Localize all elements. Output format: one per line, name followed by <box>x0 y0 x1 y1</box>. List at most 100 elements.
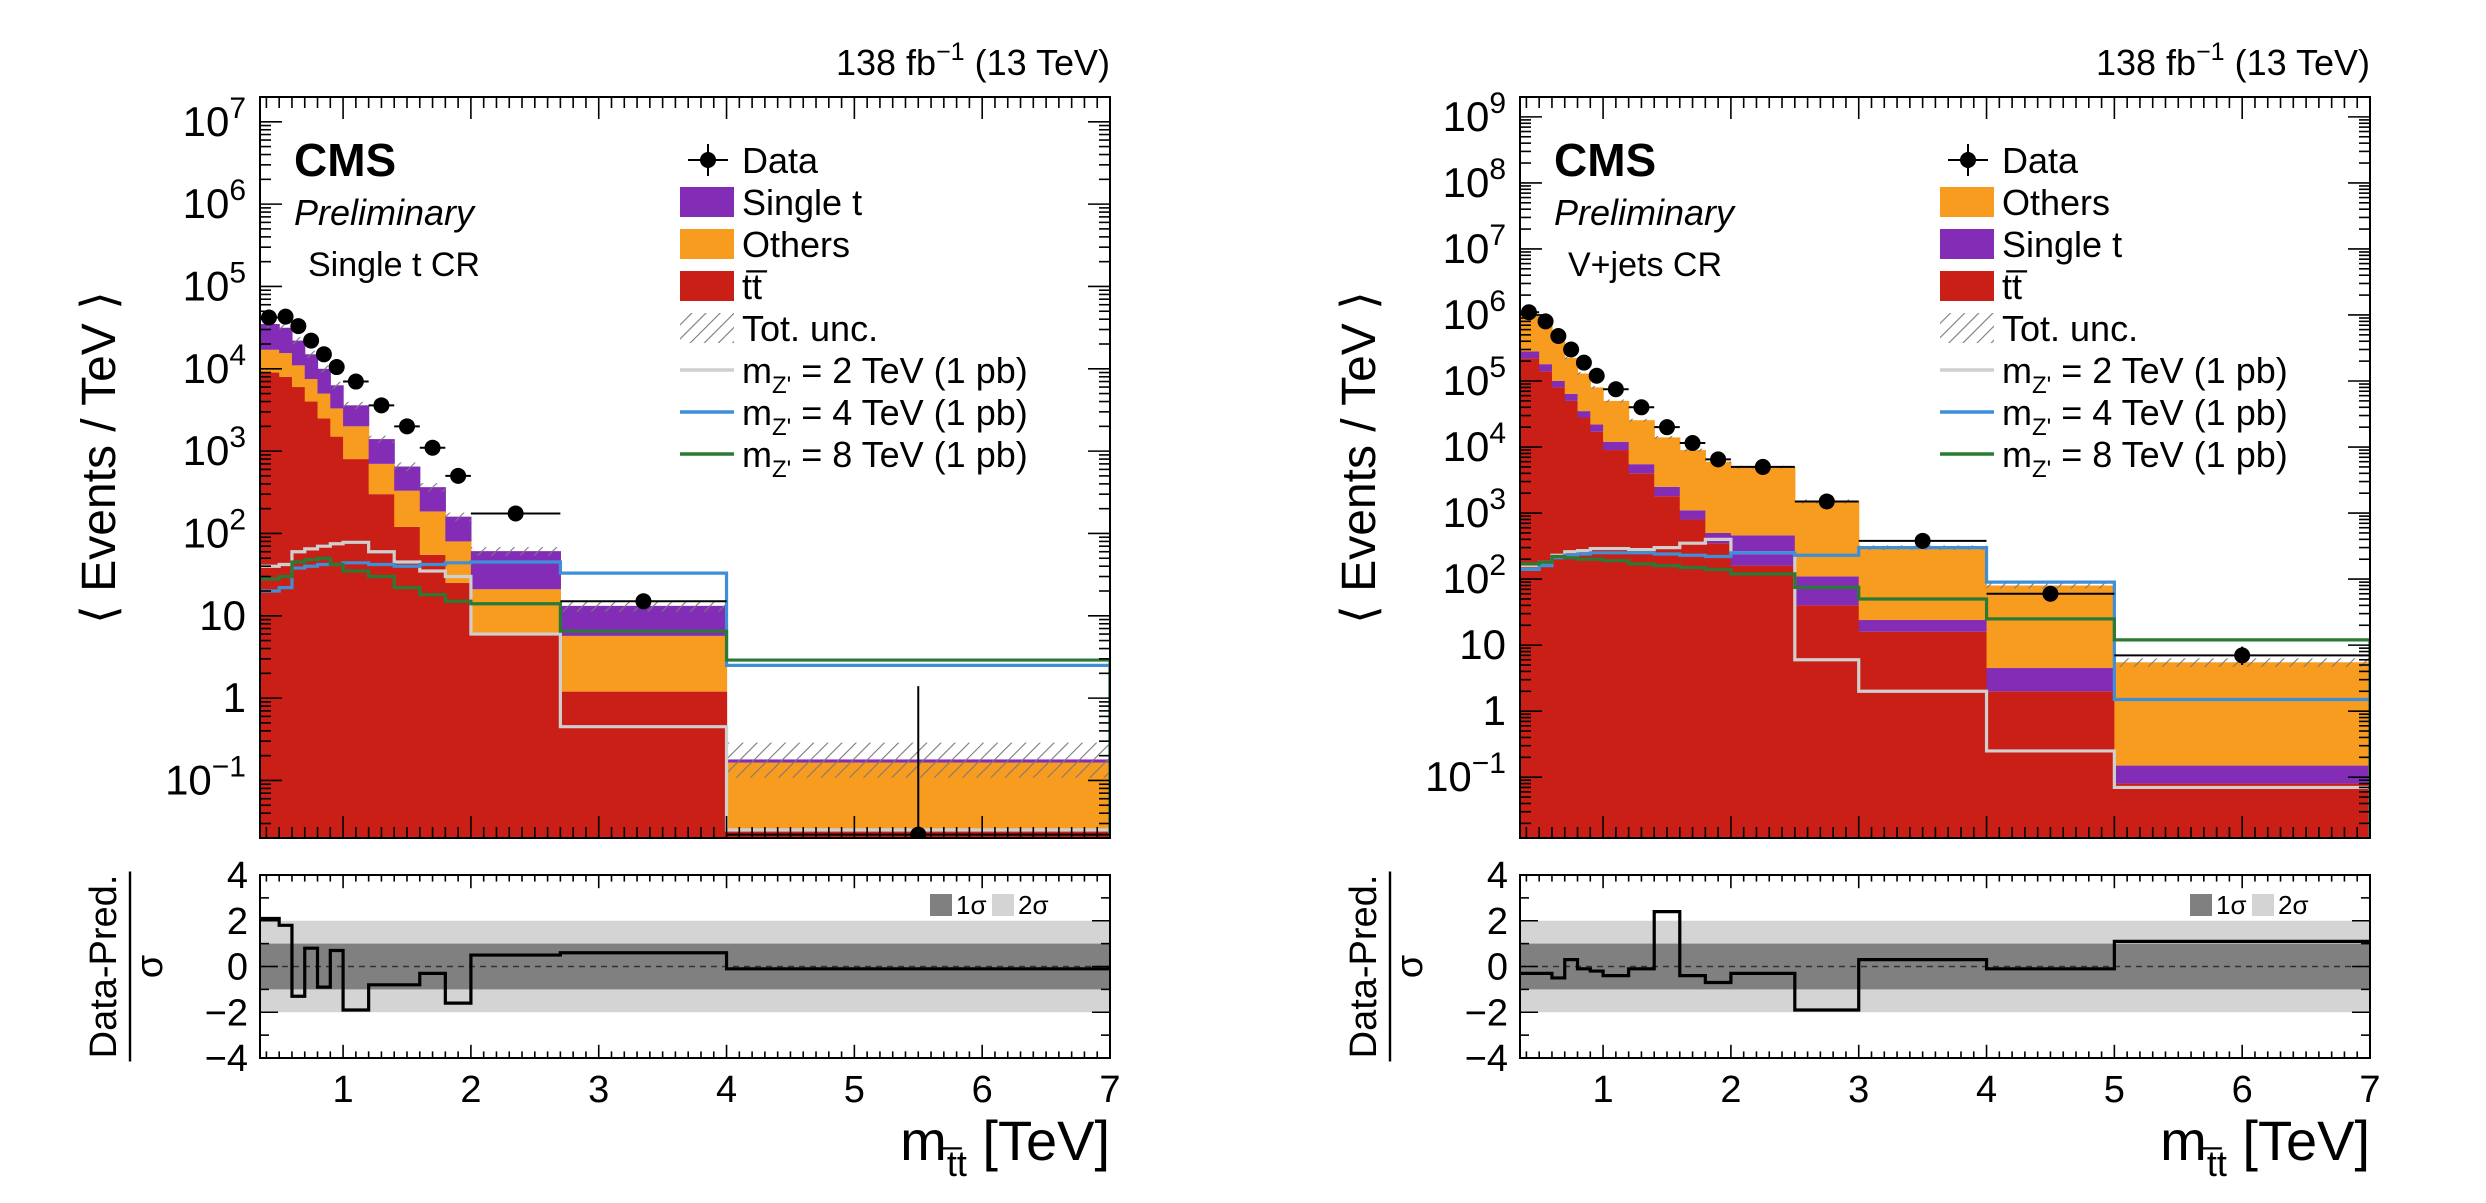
unc-band-3 <box>304 350 318 359</box>
pull-band-1sigma <box>1520 943 2370 990</box>
legend-label: Tot. unc. <box>742 308 878 349</box>
data-point-2 <box>1550 328 1567 345</box>
data-point-4 <box>1575 354 1592 371</box>
x-tick-label: 1 <box>333 1069 354 1111</box>
legend-label-rest: = 2 TeV (1 pb) <box>2051 350 2287 391</box>
unc-band-7 <box>1628 418 1655 422</box>
stack-bar-singlet-11 <box>1730 535 1796 566</box>
y-tick-label: 1 <box>1483 687 1506 734</box>
x-tick-label: 5 <box>844 1069 865 1111</box>
data-point-5 <box>1588 367 1605 384</box>
pull-legend-1sigma-label: 1σ <box>2216 890 2247 920</box>
y-tick-base: 10 <box>183 98 230 145</box>
stack-bar-others-0 <box>260 349 280 373</box>
data-point-6 <box>1607 381 1624 398</box>
stack-bar-singlet-7 <box>1628 464 1655 474</box>
y-tick-label: 103 <box>183 421 246 474</box>
stack-bar-others-2 <box>291 365 306 388</box>
legend-label-text: tt̅ <box>2002 266 2028 307</box>
x-tick-label: 2 <box>1720 1069 1741 1111</box>
stack-bar-tt-11 <box>470 634 561 838</box>
stack-bar-tt-3 <box>1564 400 1579 838</box>
stack-bar-singlet-4 <box>1577 411 1591 418</box>
data-point-2 <box>290 318 307 335</box>
signal-line-8tev <box>260 556 1110 838</box>
stack-bar-singlet-9 <box>1679 510 1706 520</box>
y-tick-base: 1 <box>223 674 246 721</box>
energy-label: (13 TeV) <box>2225 42 2370 83</box>
legend-label-text: Tot. unc. <box>2002 308 2138 349</box>
lumi-value: 138 fb <box>836 42 936 83</box>
legend-label: mZ' = 8 TeV (1 pb) <box>2002 434 2288 483</box>
stack-bar-singlet-15 <box>2114 765 2370 784</box>
y-tick-exponent: 5 <box>1489 351 1506 384</box>
stack-bar-others-7 <box>368 463 395 495</box>
stack-bar-tt-4 <box>317 418 331 838</box>
y-tick-exponent: 5 <box>229 256 246 289</box>
unc-band-14 <box>1986 582 2115 589</box>
stack-bar-tt-10 <box>1705 543 1732 838</box>
stack-bar-others-4 <box>1577 373 1591 412</box>
stack-bar-tt-13 <box>1858 631 1988 838</box>
data-point-13 <box>1914 532 1931 549</box>
legend-label-rest: = 2 TeV (1 pb) <box>791 350 1027 391</box>
stack-bar-singlet-5 <box>1590 424 1604 432</box>
y-tick-exponent: 4 <box>1489 417 1506 450</box>
pull-step-line <box>260 916 1110 1012</box>
lumi-label: 138 fb−1 (13 TeV) <box>2096 38 2370 83</box>
pull-plot-area <box>1520 910 2370 1013</box>
stack-bar-tt-3 <box>304 401 319 838</box>
x-tick-label: 4 <box>716 1069 737 1111</box>
region-label: Single t CR <box>308 246 480 284</box>
stack-bar-singlet-1 <box>1539 364 1553 372</box>
data-point-10 <box>1710 451 1727 468</box>
y-tick-base: 10 <box>1443 357 1490 404</box>
stack-bar-singlet-1 <box>279 327 293 354</box>
data-point-8 <box>398 418 415 435</box>
stack-bar-singlet-6 <box>343 405 370 427</box>
stack-bar-others-4 <box>317 393 331 419</box>
pull-y-tick-label: −2 <box>1465 992 1508 1034</box>
y-tick-label: 106 <box>1443 285 1506 338</box>
y-tick-exponent: 6 <box>1489 285 1506 318</box>
legend-label-text: Others <box>2002 182 2110 223</box>
stack-bar-tt-1 <box>1539 371 1553 838</box>
unc-band-4 <box>317 365 331 373</box>
y-tick-label: 106 <box>183 174 246 227</box>
stack-bar-tt-2 <box>1551 387 1566 838</box>
y-tick-base: 10 <box>183 180 230 227</box>
x-tick-label: 2 <box>460 1069 481 1111</box>
pull-legend-2sigma-swatch <box>2252 894 2274 916</box>
stack-bar-others-15 <box>2114 662 2370 766</box>
unc-band-7 <box>368 435 395 443</box>
pull-y-tick-label: 4 <box>1487 855 1508 897</box>
pull-band-1sigma <box>260 943 1110 990</box>
y-tick-exponent: 3 <box>1489 483 1506 516</box>
x-tick-label: 6 <box>2232 1069 2253 1111</box>
stack-bar-tt-2 <box>291 387 306 838</box>
y-tick-exponent: 3 <box>229 421 246 454</box>
stack-bar-tt-10 <box>445 583 472 838</box>
unc-band-8 <box>394 462 420 472</box>
x-tick-label: 4 <box>1976 1069 1997 1111</box>
legend-label-text: m <box>2002 434 2032 475</box>
x-axis-label: mt̅t [TeV] <box>900 1109 1110 1184</box>
stack-bar-tt-12 <box>560 691 728 838</box>
stack-bar-tt-5 <box>1590 431 1604 838</box>
legend-label-text: tt̅ <box>742 266 768 307</box>
y-tick-label: 102 <box>183 503 246 556</box>
y-tick-exponent: −1 <box>1472 747 1506 780</box>
unc-band-8 <box>1654 435 1680 439</box>
y-tick-base: 10 <box>1443 159 1490 206</box>
legend-label-text: Data <box>742 140 819 181</box>
stack-bar-singlet-14 <box>1986 668 2115 692</box>
legend-label: mZ' = 4 TeV (1 pb) <box>742 392 1028 441</box>
stack-bar-tt-9 <box>419 554 446 838</box>
data-point-3 <box>1563 341 1580 358</box>
y-tick-exponent: 7 <box>229 92 246 125</box>
stack-bar-others-5 <box>1590 387 1604 425</box>
legend-fill-swatch <box>1940 271 1994 301</box>
x-axis-label-main: m <box>900 1109 947 1172</box>
